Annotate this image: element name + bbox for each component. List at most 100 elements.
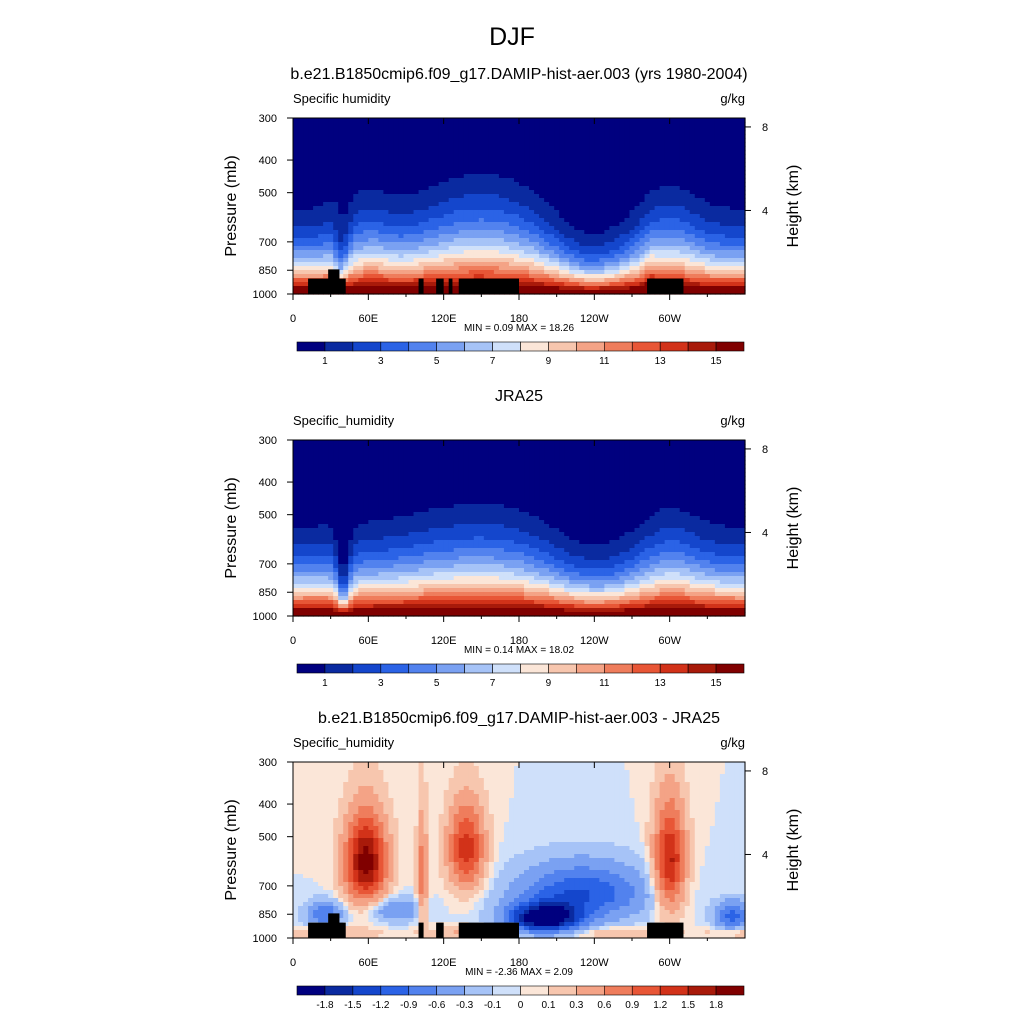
field-cell: [508, 126, 515, 131]
field-cell: [513, 448, 520, 453]
field-cell: [513, 158, 520, 163]
field-cell: [508, 262, 515, 267]
field-cell: [654, 182, 661, 187]
field-cell: [714, 150, 721, 155]
field-cell: [453, 258, 460, 263]
field-cell: [378, 126, 384, 131]
field-cell: [699, 460, 706, 465]
field-cell: [503, 142, 510, 147]
field-cell: [363, 138, 369, 143]
field-cell: [498, 134, 505, 139]
field-cell: [373, 250, 379, 255]
field-cell: [508, 214, 515, 219]
field-cell: [298, 250, 304, 255]
field-cell: [418, 270, 425, 275]
field-cell: [629, 198, 636, 203]
field-cell: [458, 138, 465, 143]
field-cell: [619, 266, 626, 271]
field-cell: [293, 170, 299, 175]
field-cell: [679, 186, 686, 191]
field-cell: [719, 286, 726, 291]
field-cell: [358, 448, 364, 453]
field-cell: [358, 270, 364, 275]
field-cell: [483, 118, 490, 123]
field-cell: [689, 142, 696, 147]
field-cell: [674, 122, 681, 127]
field-cell: [413, 150, 420, 155]
field-cell: [418, 226, 425, 231]
field-cell: [534, 476, 540, 481]
field-cell: [438, 262, 445, 267]
field-cell: [664, 226, 671, 231]
field-cell: [293, 246, 299, 251]
field-cell: [483, 266, 490, 271]
field-cell: [664, 274, 671, 279]
y-tick-label: 700: [259, 237, 277, 249]
field-cell: [704, 238, 711, 243]
field-cell: [293, 130, 299, 135]
field-cell: [664, 142, 671, 147]
field-cell: [403, 202, 410, 207]
field-cell: [403, 194, 410, 199]
field-cell: [363, 258, 369, 263]
field-cell: [333, 198, 339, 203]
field-cell: [433, 226, 440, 231]
field-cell: [363, 270, 369, 275]
field-cell: [614, 138, 621, 143]
field-cell: [659, 126, 666, 131]
field-cell: [358, 174, 364, 179]
field-cell: [519, 210, 525, 215]
field-cell: [418, 190, 425, 195]
field-cell: [564, 162, 570, 167]
field-cell: [734, 448, 741, 453]
field-cell: [529, 246, 535, 251]
field-cell: [704, 440, 711, 445]
field-cell: [423, 198, 430, 203]
field-cell: [699, 444, 706, 449]
field-cell: [594, 122, 600, 127]
terrain-mask: [436, 278, 444, 294]
field-cell: [483, 218, 490, 223]
field-cell: [438, 440, 445, 445]
field-cell: [428, 186, 435, 191]
field-cell: [398, 178, 405, 183]
field-cell: [639, 118, 646, 123]
field-cell: [684, 202, 691, 207]
field-cell: [714, 190, 721, 195]
field-cell: [403, 198, 410, 203]
field-cell: [383, 150, 390, 155]
field-cell: [318, 198, 324, 203]
field-cell: [443, 480, 450, 485]
field-cell: [609, 274, 616, 279]
field-cell: [428, 274, 435, 279]
field-cell: [729, 254, 736, 259]
field-cell: [579, 170, 585, 175]
field-cell: [639, 214, 646, 219]
field-cell: [323, 266, 329, 271]
field-cell: [418, 480, 425, 485]
field-cell: [629, 242, 636, 247]
field-cell: [544, 282, 550, 287]
field-cell: [503, 464, 510, 469]
field-cell: [333, 250, 339, 255]
field-cell: [539, 186, 545, 191]
field-cell: [554, 186, 560, 191]
field-cell: [669, 162, 676, 167]
field-cell: [574, 282, 580, 287]
field-cell: [704, 174, 711, 179]
field-cell: [609, 150, 616, 155]
field-cell: [639, 448, 646, 453]
field-cell: [689, 158, 696, 163]
field-cell: [403, 234, 410, 239]
field-cell: [544, 468, 550, 473]
field-cell: [594, 250, 600, 255]
field-cell: [584, 238, 590, 243]
field-cell: [584, 222, 590, 227]
field-cell: [433, 258, 440, 263]
field-cell: [428, 448, 435, 453]
field-cell: [679, 242, 686, 247]
field-cell: [373, 146, 379, 151]
field-cell: [433, 254, 440, 259]
field-cell: [293, 194, 299, 199]
field-cell: [303, 258, 309, 263]
